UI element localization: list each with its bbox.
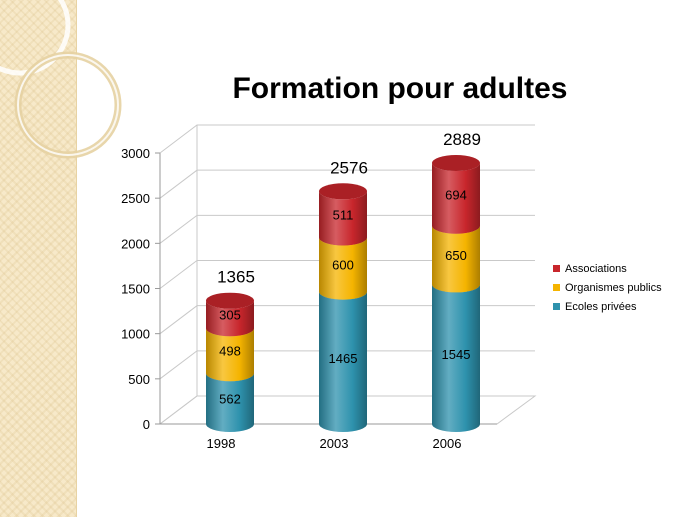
bar-segment: [432, 163, 480, 234]
y-tick-label: 3000: [121, 146, 150, 161]
y-tick-label: 1500: [121, 282, 150, 297]
data-label: 600: [332, 258, 354, 273]
chart-title: Formation pour adultes: [232, 72, 568, 105]
data-label: 694: [445, 187, 467, 202]
x-tick-label: 1998: [207, 436, 236, 451]
total-label: 1365: [217, 268, 255, 287]
y-tick-label: 500: [128, 372, 150, 387]
data-label: 498: [219, 344, 241, 359]
legend-swatch: [553, 303, 560, 310]
y-tick-label: 2500: [121, 191, 150, 206]
y-tick-label: 0: [143, 417, 150, 432]
bar-segment: [319, 291, 367, 432]
legend-swatch: [553, 284, 560, 291]
y-tick-label: 1000: [121, 327, 150, 342]
legend-label: Organismes publics: [565, 282, 662, 294]
data-label: 650: [445, 248, 467, 263]
x-tick-label: 2006: [433, 436, 462, 451]
bar-segment: [319, 237, 367, 300]
bar-segment: [319, 191, 367, 246]
bar-top-cap: [319, 183, 367, 200]
total-label: 2576: [330, 158, 368, 177]
data-label: 511: [333, 207, 354, 222]
legend-label: Associations: [565, 263, 627, 275]
bar-segment: [432, 284, 480, 432]
total-label: 2889: [443, 130, 481, 149]
bar-segment: [206, 300, 254, 337]
legend-swatch: [553, 265, 560, 272]
data-label: 1465: [329, 351, 358, 366]
decorative-rings: [0, 0, 122, 159]
bar-top-cap: [206, 292, 254, 309]
x-tick-label: 2003: [320, 436, 349, 451]
bar-segment: [206, 328, 254, 382]
data-label: 305: [219, 307, 241, 322]
data-label: 562: [219, 392, 241, 407]
data-label: 1545: [442, 347, 471, 362]
legend-label: Ecoles privées: [565, 301, 637, 313]
bar-top-cap: [432, 155, 480, 172]
bar-segment: [432, 225, 480, 293]
decorative-band: [0, 0, 77, 517]
y-tick-label: 2000: [121, 236, 150, 251]
bar-segment: [206, 373, 254, 432]
